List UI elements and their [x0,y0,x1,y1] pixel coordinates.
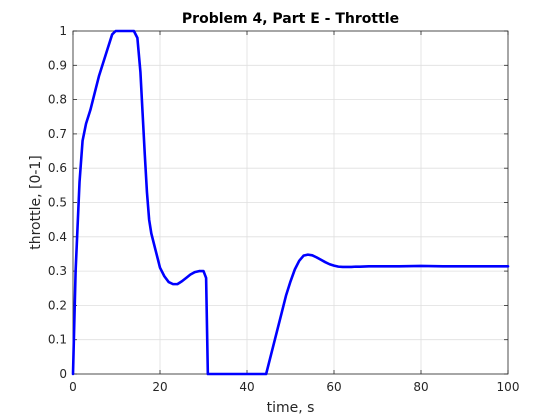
y-tick-labels: 0 0.1 0.2 0.3 0.4 0.5 0.6 0.7 0.8 0.9 1 [48,24,67,381]
x-tick-label: 60 [326,380,341,394]
y-tick-label: 0.8 [48,93,67,107]
y-tick-label: 0.7 [48,127,67,141]
y-tick-label: 0.2 [48,298,67,312]
y-tick-label: 1 [59,24,67,38]
y-tick-label: 0.5 [48,196,67,210]
y-axis-label: throttle, [0-1] [28,155,44,250]
x-tick-label: 80 [413,380,428,394]
axes-box [72,30,509,375]
y-tick-label: 0.9 [48,58,67,72]
x-tick-labels: 0 20 40 60 80 100 [69,380,519,394]
x-tick-label: 100 [497,380,520,394]
x-tick-label: 0 [69,380,77,394]
throttle-line-series-0 [71,29,510,376]
y-tick-label: 0.4 [48,230,67,244]
y-tick-label: 0.6 [48,161,67,175]
chart-title: Problem 4, Part E - Throttle [182,11,399,27]
x-axis-label: time, s [267,400,315,416]
series-layer [71,29,510,376]
y-tick-label: 0.3 [48,264,67,278]
grid [72,30,509,375]
x-tick-label: 20 [152,380,167,394]
y-tick-label: 0 [59,367,67,381]
y-tick-label: 0.1 [48,333,67,347]
x-tick-label: 40 [239,380,254,394]
